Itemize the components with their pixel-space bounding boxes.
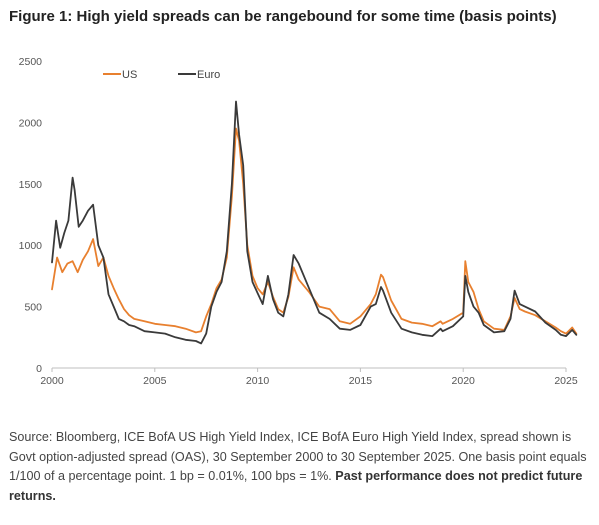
source-note: Source: Bloomberg, ICE BofA US High Yiel… bbox=[9, 428, 587, 506]
legend-label-euro: Euro bbox=[197, 69, 220, 81]
y-tick-label: 2500 bbox=[19, 56, 43, 68]
series-line-euro bbox=[51, 100, 578, 345]
series-line-us bbox=[51, 127, 578, 335]
x-tick-label: 2005 bbox=[143, 375, 167, 387]
x-tick-label: 2010 bbox=[246, 375, 270, 387]
x-tick-label: 2015 bbox=[349, 375, 373, 387]
performance-disclaimer: Past performance does not predict future… bbox=[9, 469, 583, 503]
y-tick-label: 500 bbox=[24, 302, 42, 314]
x-tick-label: 2020 bbox=[452, 375, 476, 387]
chart-title: Figure 1: High yield spreads can be rang… bbox=[9, 8, 557, 25]
x-tick-label: 2025 bbox=[554, 375, 578, 387]
source-text: Source: Bloomberg, ICE BofA US High Yiel… bbox=[9, 430, 587, 483]
y-tick-label: 1000 bbox=[19, 240, 43, 252]
x-tick-label: 2000 bbox=[40, 375, 64, 387]
y-tick-label: 2000 bbox=[19, 117, 43, 129]
x-axis-ticks: 2000 2005 2010 2015 2020 2025 bbox=[40, 368, 578, 387]
y-tick-label: 0 bbox=[36, 363, 42, 375]
line-chart: 0 500 1000 1500 2000 2500 2000 2005 2010 2015 202… bbox=[19, 56, 578, 387]
series-lines bbox=[51, 100, 578, 345]
y-tick-label: 1500 bbox=[19, 179, 43, 191]
y-axis-ticks: 0 500 1000 1500 2000 2500 bbox=[19, 56, 43, 375]
legend-label-us: US bbox=[122, 69, 137, 81]
chart-legend: US Euro bbox=[103, 69, 220, 81]
